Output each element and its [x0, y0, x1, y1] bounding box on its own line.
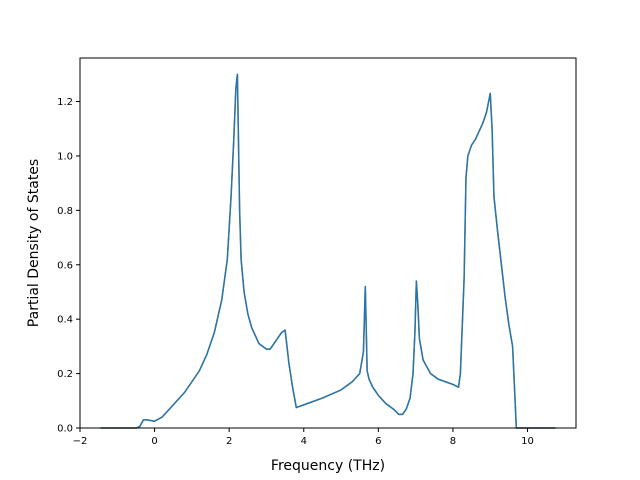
x-tick-label: 8 — [450, 436, 456, 447]
x-axis-label: Frequency (THz) — [271, 458, 385, 474]
y-tick-label: 0.0 — [57, 424, 73, 435]
plot-frame — [79, 57, 577, 429]
x-axis-ticks: −2 0 2 4 6 8 10 — [73, 428, 534, 447]
series-line-1 — [100, 73, 556, 429]
x-tick-label: 10 — [521, 436, 534, 447]
series-layer — [100, 73, 556, 429]
x-tick-label: −2 — [73, 436, 88, 447]
series-line-2 — [100, 73, 556, 429]
x-tick-label: 6 — [375, 436, 381, 447]
y-axis-label: Partial Density of States — [26, 159, 42, 327]
x-tick-label: 0 — [151, 436, 157, 447]
y-tick-label: 0.4 — [57, 315, 73, 326]
y-tick-label: 0.8 — [57, 206, 73, 217]
y-tick-label: 0.2 — [57, 369, 73, 380]
y-axis-ticks: 0.0 0.2 0.4 0.6 0.8 1.0 1.2 — [57, 97, 80, 435]
y-tick-label: 1.2 — [57, 97, 73, 108]
x-tick-label: 2 — [226, 436, 232, 447]
x-tick-label: 4 — [301, 436, 307, 447]
y-tick-label: 1.0 — [57, 151, 73, 162]
y-tick-label: 0.6 — [57, 260, 73, 271]
